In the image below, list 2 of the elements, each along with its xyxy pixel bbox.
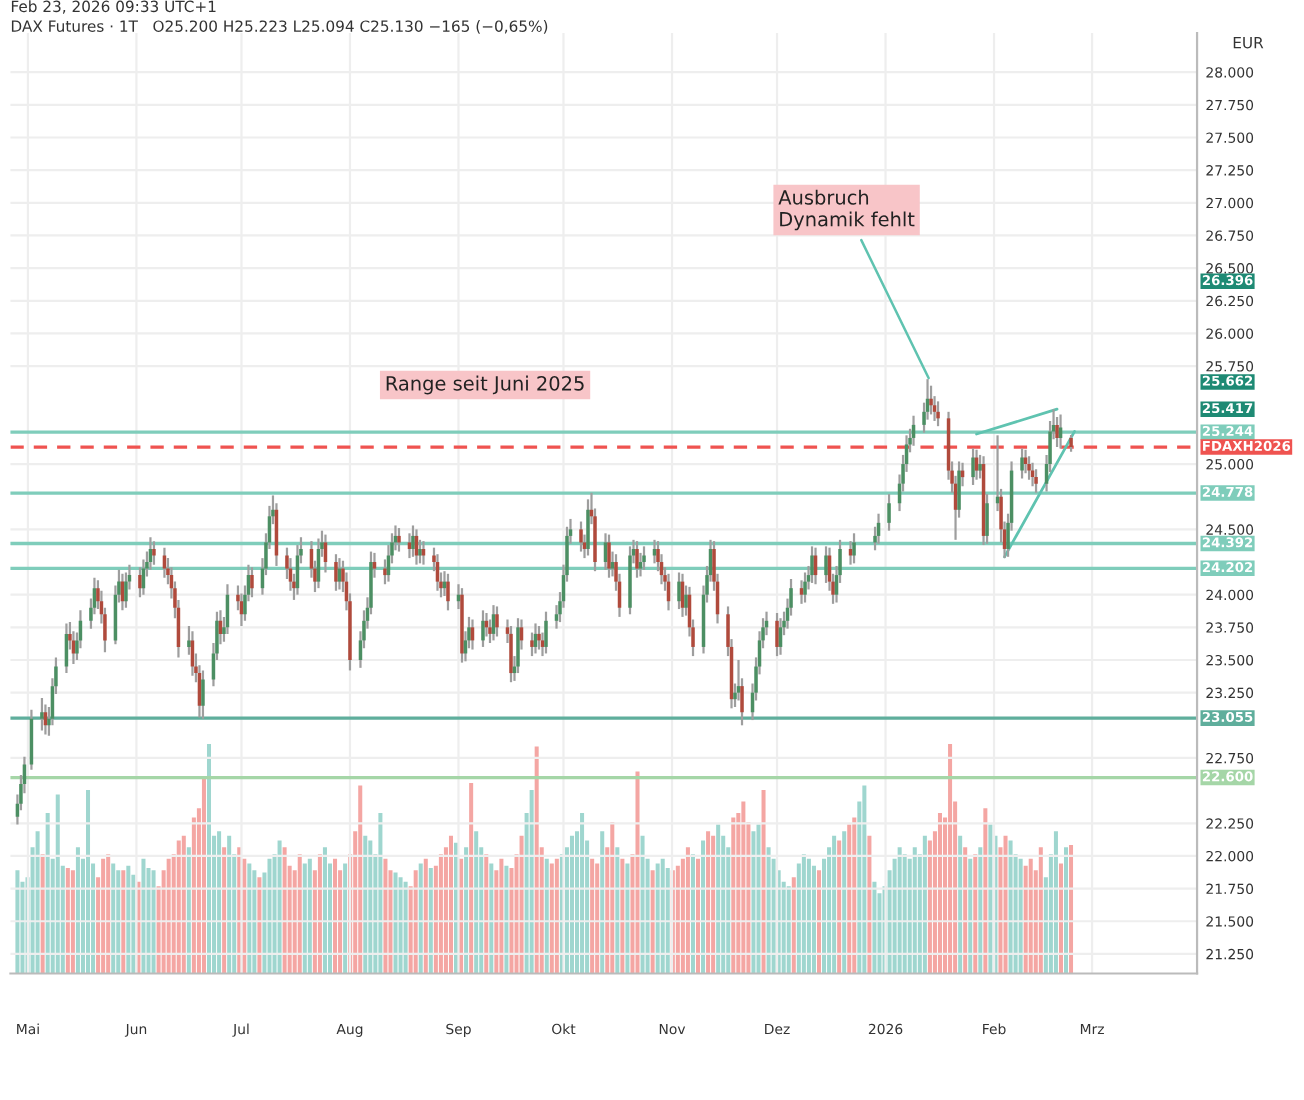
annotation: Ausbruch Dynamik fehlt xyxy=(778,189,915,231)
annotation: Range seit Juni 2025 xyxy=(386,375,584,395)
